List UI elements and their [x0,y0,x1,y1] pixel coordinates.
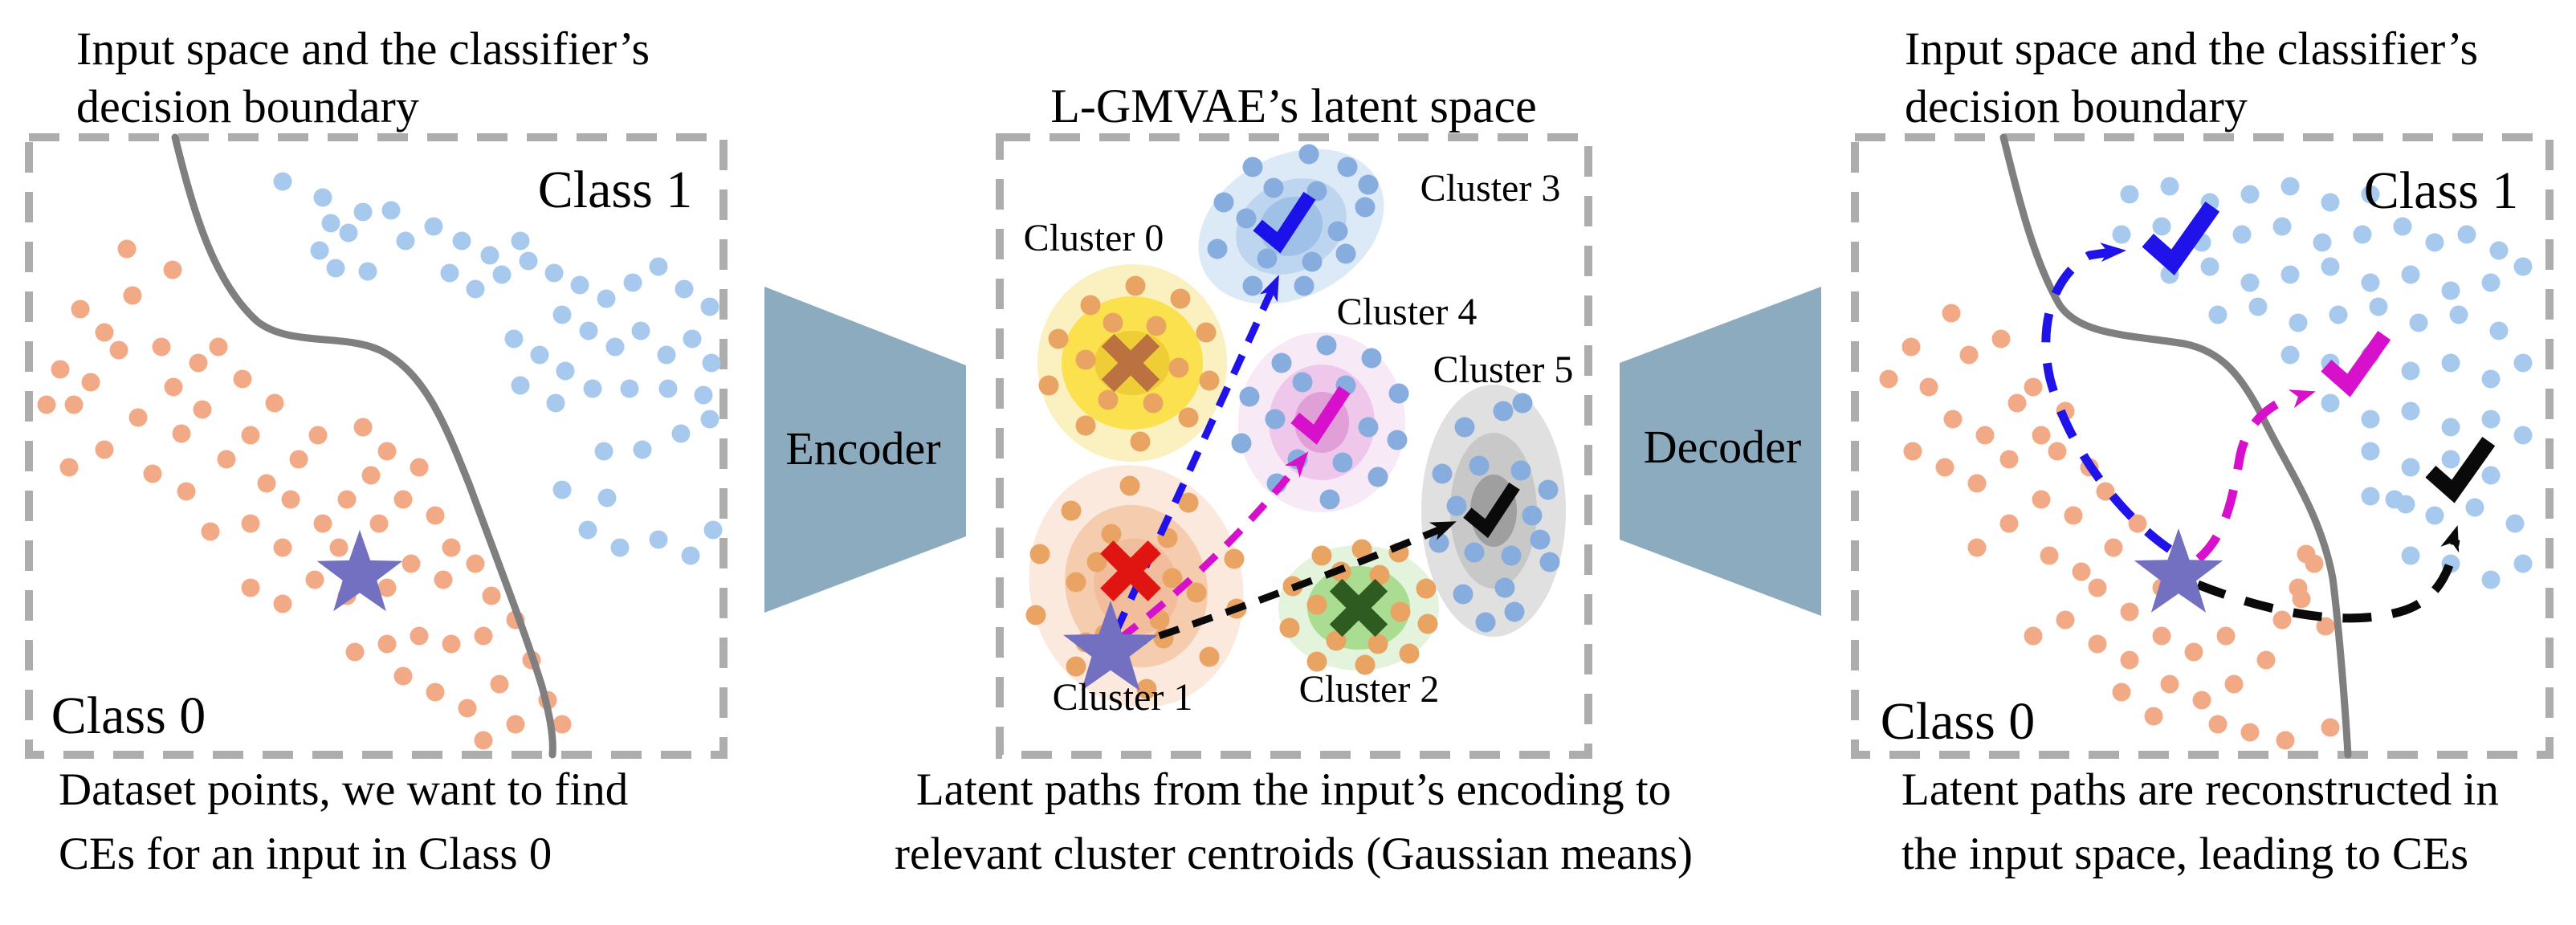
left-panel-graphics [25,133,728,759]
left-title-line1: Input space and the classifier’s [76,22,650,75]
graphics-layer [25,133,2554,759]
right-panel-graphics [1851,133,2554,759]
middle-panel-graphics [996,133,1592,759]
middle-encoded-star [1063,601,1158,691]
left-class1-label: Class 1 [538,161,693,219]
left-caption-line1: Dataset points, we want to find [59,764,628,815]
middle-caption-line1: Latent paths from the input’s encoding t… [916,764,1671,815]
cluster3-label: Cluster 3 [1420,167,1561,210]
cluster1-label: Cluster 1 [1053,676,1193,719]
decoder-shape [1620,287,1821,616]
cluster-1-centroid [1100,540,1161,601]
left-caption-line2: CEs for an input in Class 0 [59,829,552,879]
left-title-line2: decision boundary [76,80,419,132]
right-class1-label: Class 1 [2364,161,2519,220]
cluster5-label: Cluster 5 [1433,348,1574,391]
encoder-label: Encoder [785,422,940,475]
middle-caption-line2: relevant cluster centroids (Gaussian mea… [895,829,1693,879]
decoder-label: Decoder [1644,421,1801,473]
encoder-shape [764,287,966,613]
right-title-line1: Input space and the classifier’s [1905,22,2478,75]
encoder [764,287,966,613]
right-caption-line2: the input space, leading to CEs [1901,829,2468,879]
reconstructed-paths [2041,201,2496,623]
right-input-star [2134,528,2223,613]
cluster-5-centroid [1463,482,1520,539]
cluster0-label: Cluster 0 [1024,217,1164,259]
cluster-0-centroid [1101,333,1160,393]
decoder [1620,287,1821,616]
cluster-4-centroid [1290,385,1351,445]
cluster-3-centroid [1253,191,1316,254]
text-layer: Input space and the classifier’s decisio… [51,22,2519,879]
right-title-line2: decision boundary [1905,80,2248,132]
cluster2-label: Cluster 2 [1299,668,1440,711]
right-class0-label: Class 0 [1881,692,2036,751]
left-class0-label: Class 0 [51,687,206,745]
right-caption-line1: Latent paths are reconstructed in [1901,764,2499,815]
middle-title: L-GMVAE’s latent space [1050,79,1536,132]
cluster-2-centroid [1329,578,1388,638]
left-input-star [316,530,403,612]
cluster4-label: Cluster 4 [1337,291,1478,333]
